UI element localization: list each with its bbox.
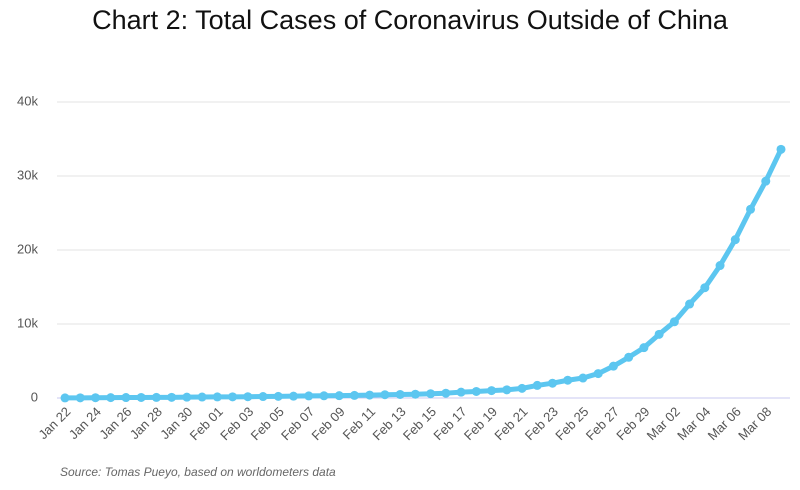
data-point — [334, 391, 344, 401]
y-tick-label: 10k — [17, 315, 38, 330]
x-tick-label: Mar 08 — [735, 404, 774, 443]
chart-title: Chart 2: Total Cases of Coronavirus Outs… — [92, 5, 729, 35]
data-point — [730, 235, 740, 245]
data-point — [669, 317, 679, 327]
data-point — [487, 386, 497, 396]
data-point — [90, 393, 100, 403]
y-tick-label: 20k — [17, 241, 38, 256]
source-note: Source: Tomas Pueyo, based on worldomete… — [60, 465, 336, 479]
data-point — [471, 386, 481, 396]
x-tick-label: Feb 01 — [187, 404, 226, 443]
x-tick-label: Feb 25 — [552, 404, 591, 443]
x-tick-label: Feb 21 — [491, 404, 530, 443]
data-point — [258, 392, 268, 402]
data-point — [593, 369, 603, 379]
data-point — [273, 391, 283, 401]
data-point — [289, 391, 299, 401]
data-point — [456, 387, 466, 397]
data-point — [349, 390, 359, 400]
data-point — [121, 393, 131, 403]
data-point — [228, 392, 238, 402]
x-tick-label: Jan 28 — [127, 404, 165, 442]
x-tick-label: Feb 23 — [522, 404, 561, 443]
data-point — [547, 378, 557, 388]
data-line — [62, 146, 784, 401]
data-point — [75, 393, 85, 403]
x-tick-label: Jan 24 — [66, 404, 104, 442]
data-point — [197, 392, 207, 402]
data-point — [517, 383, 527, 393]
data-point — [700, 283, 710, 293]
x-tick-label: Feb 05 — [248, 404, 287, 443]
data-point — [304, 391, 314, 401]
x-tick-label: Feb 19 — [461, 404, 500, 443]
data-point — [502, 385, 512, 395]
data-point — [410, 389, 420, 399]
data-point — [578, 373, 588, 383]
data-point — [608, 361, 618, 371]
data-point — [151, 392, 161, 402]
data-point — [243, 392, 253, 402]
data-point — [715, 261, 725, 271]
y-tick-label: 40k — [17, 93, 38, 108]
data-point — [167, 392, 177, 402]
data-point — [365, 390, 375, 400]
x-tick-label: Mar 02 — [644, 404, 683, 443]
y-tick-label: 30k — [17, 167, 38, 182]
data-point — [746, 204, 756, 214]
data-point — [182, 392, 192, 402]
data-point — [426, 389, 436, 399]
data-point — [776, 144, 786, 154]
data-point — [761, 176, 771, 186]
data-point — [563, 375, 573, 385]
x-tick-label: Mar 06 — [705, 404, 744, 443]
data-point — [319, 391, 329, 401]
x-tick-label: Feb 17 — [430, 404, 469, 443]
x-tick-label: Feb 27 — [583, 404, 622, 443]
x-tick-label: Feb 09 — [309, 404, 348, 443]
data-point — [685, 299, 695, 309]
data-point — [136, 392, 146, 402]
data-point — [532, 380, 542, 390]
data-point — [380, 390, 390, 400]
data-point — [654, 329, 664, 339]
data-point — [106, 393, 116, 403]
x-tick-label: Feb 15 — [400, 404, 439, 443]
x-tick-label: Feb 07 — [278, 404, 317, 443]
data-point — [395, 389, 405, 399]
x-tick-label: Mar 04 — [674, 404, 713, 443]
y-tick-label: 0 — [31, 389, 38, 404]
data-point — [624, 352, 634, 362]
x-tick-label: Feb 29 — [613, 404, 652, 443]
data-point — [639, 343, 649, 353]
data-point — [60, 393, 70, 403]
x-tick-label: Feb 13 — [369, 404, 408, 443]
data-point — [212, 392, 222, 402]
x-tick-label: Jan 26 — [96, 404, 134, 442]
x-tick-label: Feb 03 — [217, 404, 256, 443]
data-point — [441, 388, 451, 398]
x-tick-label: Jan 22 — [35, 404, 73, 442]
